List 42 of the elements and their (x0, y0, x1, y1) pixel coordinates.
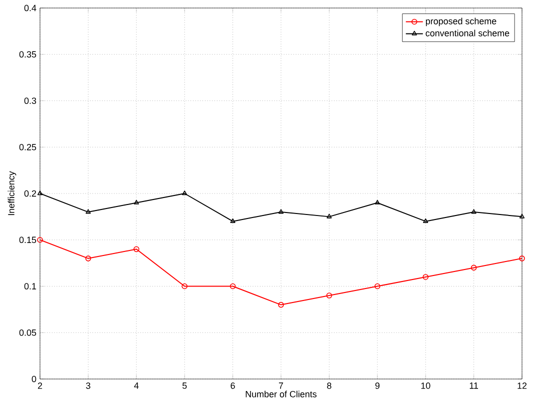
y-tick-label: 0.35 (19, 51, 36, 58)
point (374, 283, 380, 290)
y-tick-label: 0.4 (24, 4, 36, 12)
point (230, 218, 236, 223)
point (470, 264, 477, 271)
y-tick-label: 0.05 (19, 329, 36, 336)
y-tick-label: 0.2 (24, 190, 36, 197)
point (86, 209, 91, 214)
x-tick-label: 9 (375, 382, 380, 389)
x-tick-label: 10 (421, 382, 430, 389)
y-tick-label: 0.15 (19, 236, 36, 244)
point (85, 256, 92, 262)
y-tick-label: 0.3 (24, 98, 36, 104)
y-tick-label: 0.25 (19, 144, 36, 150)
point (182, 283, 188, 290)
point (422, 274, 428, 280)
point (134, 246, 140, 252)
x-tick-label: 3 (86, 382, 90, 389)
x-tick-label: 11 (470, 382, 478, 389)
legend-label: conventional scheme (426, 30, 510, 36)
x-tick-label: 5 (182, 382, 187, 389)
x-tick-label: 6 (230, 382, 235, 389)
y-tick-label: 0.1 (24, 283, 36, 290)
x-tick-label: 4 (134, 382, 139, 389)
y-tick-label: 0 (32, 376, 36, 382)
point (278, 209, 284, 214)
x-tick-label: 2 (38, 382, 42, 389)
legend-label: proposed scheme (426, 18, 496, 26)
x-tick-label: 8 (327, 382, 332, 389)
point (134, 200, 139, 204)
x-tick-label: 7 (278, 382, 284, 389)
point (471, 209, 476, 214)
point (374, 200, 380, 204)
point (326, 214, 332, 218)
x-axis-title: Number of Clients (246, 390, 317, 398)
point (182, 190, 188, 196)
point (230, 283, 236, 290)
y-axis-title: Inefficiency (8, 171, 16, 216)
point (278, 302, 284, 308)
point (326, 292, 332, 298)
point (423, 218, 428, 223)
x-tick-label: 12 (518, 382, 527, 389)
